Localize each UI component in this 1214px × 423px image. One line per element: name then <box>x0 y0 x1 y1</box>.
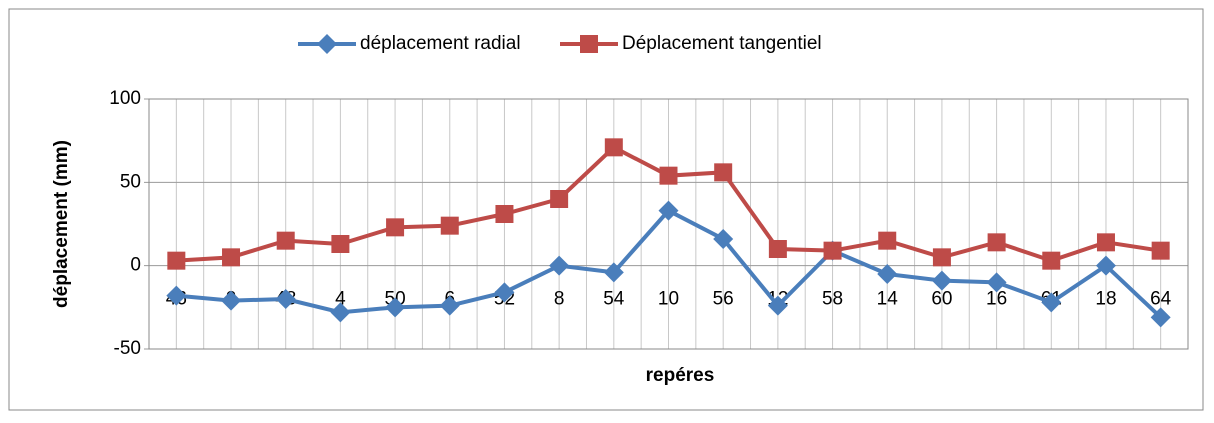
x-tick-label: 10 <box>658 289 679 310</box>
marker <box>658 200 679 221</box>
legend-label: déplacement radial <box>360 33 521 54</box>
marker <box>767 295 788 316</box>
marker <box>495 205 514 223</box>
marker <box>878 231 897 250</box>
x-axis-label: repéres <box>646 365 715 386</box>
marker <box>439 295 460 316</box>
marker <box>166 285 187 306</box>
marker <box>931 270 952 291</box>
x-tick-label: 64 <box>1150 289 1172 310</box>
marker <box>494 282 515 303</box>
marker <box>714 163 733 182</box>
marker <box>713 229 734 249</box>
marker <box>275 289 296 309</box>
y-tick-label: 50 <box>120 171 141 192</box>
marker <box>386 218 405 237</box>
marker <box>580 35 598 53</box>
x-tick-label: 14 <box>877 289 899 310</box>
y-tick-label: 100 <box>109 88 141 109</box>
marker <box>877 264 898 284</box>
y-tick-label: -50 <box>114 338 141 359</box>
marker <box>222 248 241 267</box>
marker <box>986 272 1007 293</box>
marker <box>932 248 951 267</box>
marker <box>823 241 842 260</box>
x-tick-label: 18 <box>1095 289 1116 310</box>
marker <box>1042 251 1061 270</box>
marker <box>987 233 1006 252</box>
marker <box>659 166 678 185</box>
marker <box>221 290 242 311</box>
x-tick-label: 60 <box>931 289 952 310</box>
marker <box>440 216 459 235</box>
marker <box>604 138 623 157</box>
x-tick-label: 56 <box>713 289 734 310</box>
x-tick-label: 4 <box>335 289 346 310</box>
y-tick-label: 0 <box>130 255 141 276</box>
marker <box>1096 233 1115 252</box>
marker <box>331 235 350 253</box>
marker <box>167 251 186 270</box>
marker <box>276 231 295 250</box>
marker <box>603 262 624 283</box>
y-axis-label: déplacement (mm) <box>51 140 72 308</box>
marker <box>1095 255 1116 276</box>
x-tick-label: 16 <box>986 289 1007 310</box>
marker <box>1041 292 1062 313</box>
x-tick-label: 58 <box>822 289 843 310</box>
x-tick-label: 8 <box>554 289 565 310</box>
marker <box>330 302 351 323</box>
marker <box>385 297 406 318</box>
marker <box>1150 307 1171 328</box>
marker <box>550 190 569 208</box>
marker <box>768 240 787 258</box>
legend-label: Déplacement tangentiel <box>622 33 822 54</box>
marker <box>1151 241 1170 260</box>
plot-border <box>148 98 1189 350</box>
marker <box>317 34 337 54</box>
x-tick-label: 54 <box>603 289 625 310</box>
marker <box>549 255 570 276</box>
chart-border <box>8 8 1204 411</box>
